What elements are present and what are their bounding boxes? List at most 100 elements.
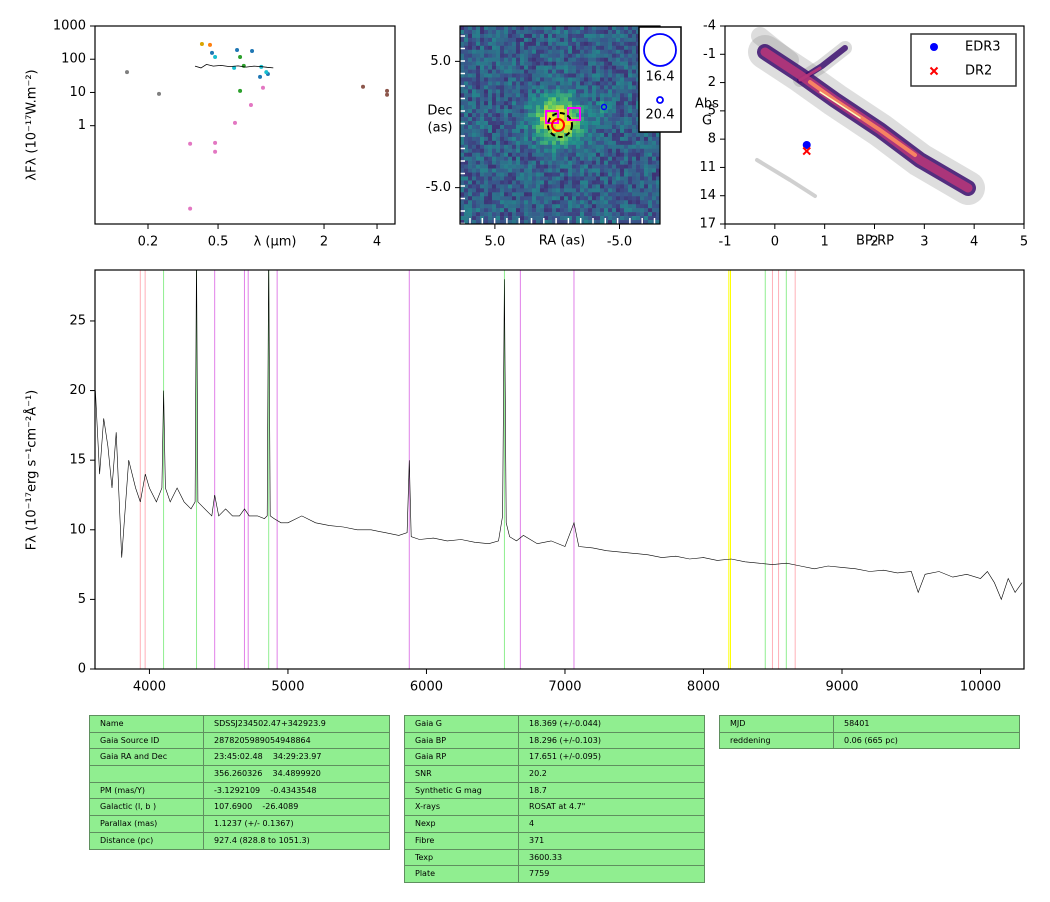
image-pixel bbox=[500, 29, 505, 35]
image-pixel bbox=[544, 200, 549, 205]
image-pixel bbox=[520, 148, 525, 154]
image-pixel bbox=[616, 132, 621, 138]
image-pixel bbox=[484, 212, 489, 217]
legend-label: 20.4 bbox=[646, 108, 675, 123]
image-pixel bbox=[540, 33, 545, 39]
image-pixel bbox=[508, 65, 513, 70]
image-pixel bbox=[552, 93, 557, 98]
image-pixel bbox=[572, 140, 577, 146]
image-pixel bbox=[556, 216, 561, 221]
image-pixel bbox=[516, 69, 521, 74]
image-pixel bbox=[500, 113, 505, 118]
image-pixel bbox=[500, 164, 505, 169]
image-pixel bbox=[504, 121, 509, 126]
image-pixel bbox=[476, 113, 481, 118]
image-pixel bbox=[568, 121, 573, 126]
image-pixel bbox=[532, 81, 537, 86]
image-pixel bbox=[592, 29, 597, 35]
image-pixel bbox=[556, 33, 561, 39]
image-pixel bbox=[596, 192, 601, 197]
image-pixel bbox=[492, 148, 497, 154]
image-pixel bbox=[468, 152, 473, 157]
image-pixel bbox=[636, 81, 641, 86]
image-pixel bbox=[560, 26, 565, 31]
image-pixel bbox=[596, 160, 601, 165]
image-pixel bbox=[520, 97, 525, 102]
image-pixel bbox=[480, 45, 485, 51]
image-pixel bbox=[656, 148, 661, 154]
image-pixel bbox=[612, 196, 617, 201]
image-pixel bbox=[580, 97, 585, 102]
image-pixel bbox=[600, 97, 605, 102]
image-pixel bbox=[528, 136, 533, 142]
image-pixel bbox=[628, 188, 633, 193]
image-pixel bbox=[620, 220, 625, 225]
image-pixel bbox=[536, 69, 541, 74]
image-pixel bbox=[648, 156, 653, 161]
image-pixel bbox=[468, 81, 473, 86]
image-pixel bbox=[612, 188, 617, 193]
image-pixel bbox=[648, 216, 653, 221]
image-pixel bbox=[580, 128, 585, 134]
image-pixel bbox=[468, 188, 473, 193]
image-pixel bbox=[580, 208, 585, 213]
image-pixel bbox=[508, 172, 513, 177]
image-pixel bbox=[484, 196, 489, 201]
image-pixel bbox=[560, 152, 565, 157]
image-pixel bbox=[532, 117, 537, 122]
image-pixel bbox=[584, 37, 589, 43]
image-pixel bbox=[552, 144, 557, 150]
image-pixel bbox=[620, 200, 625, 205]
image-pixel bbox=[464, 85, 469, 90]
image-pixel bbox=[468, 109, 473, 114]
image-pixel bbox=[464, 117, 469, 122]
image-pixel bbox=[552, 152, 557, 157]
image-pixel bbox=[624, 140, 629, 146]
image-pixel bbox=[512, 192, 517, 197]
image-pixel bbox=[512, 176, 517, 181]
image-pixel bbox=[612, 204, 617, 209]
image-pixel bbox=[540, 180, 545, 185]
image-pixel bbox=[520, 121, 525, 126]
image-pixel bbox=[620, 121, 625, 126]
image-pixel bbox=[532, 69, 537, 74]
image-pixel bbox=[496, 89, 501, 94]
image-pixel bbox=[540, 69, 545, 74]
image-pixel bbox=[480, 188, 485, 193]
image-pixel bbox=[492, 117, 497, 122]
image-pixel bbox=[572, 41, 577, 47]
image-pixel bbox=[524, 49, 529, 55]
image-pixel bbox=[512, 200, 517, 205]
image-pixel bbox=[544, 144, 549, 150]
image-pixel bbox=[544, 216, 549, 221]
image-pixel bbox=[544, 136, 549, 142]
image-pixel bbox=[508, 140, 513, 146]
image-pixel bbox=[552, 128, 557, 134]
image-pixel bbox=[520, 117, 525, 122]
image-pixel bbox=[596, 156, 601, 161]
image-pixel bbox=[560, 156, 565, 161]
image-pixel bbox=[644, 172, 649, 177]
image-pixel bbox=[632, 97, 637, 102]
image-pixel bbox=[504, 132, 509, 138]
image-pixel bbox=[652, 144, 657, 150]
image-pixel bbox=[572, 216, 577, 221]
image-pixel bbox=[480, 160, 485, 165]
image-pixel bbox=[544, 85, 549, 90]
image-pixel bbox=[480, 101, 485, 106]
image-pixel bbox=[480, 29, 485, 35]
image-pixel bbox=[480, 136, 485, 142]
data-point bbox=[802, 140, 811, 149]
image-pixel bbox=[548, 168, 553, 173]
image-pixel bbox=[612, 176, 617, 181]
image-pixel bbox=[604, 188, 609, 193]
image-pixel bbox=[488, 196, 493, 201]
image-pixel bbox=[560, 121, 565, 126]
image-pixel bbox=[492, 73, 497, 78]
image-pixel bbox=[524, 128, 529, 134]
image-pixel bbox=[584, 57, 589, 62]
image-pixel bbox=[572, 29, 577, 35]
image-pixel bbox=[588, 61, 593, 66]
image-pixel bbox=[464, 93, 469, 98]
image-pixel bbox=[564, 113, 569, 118]
